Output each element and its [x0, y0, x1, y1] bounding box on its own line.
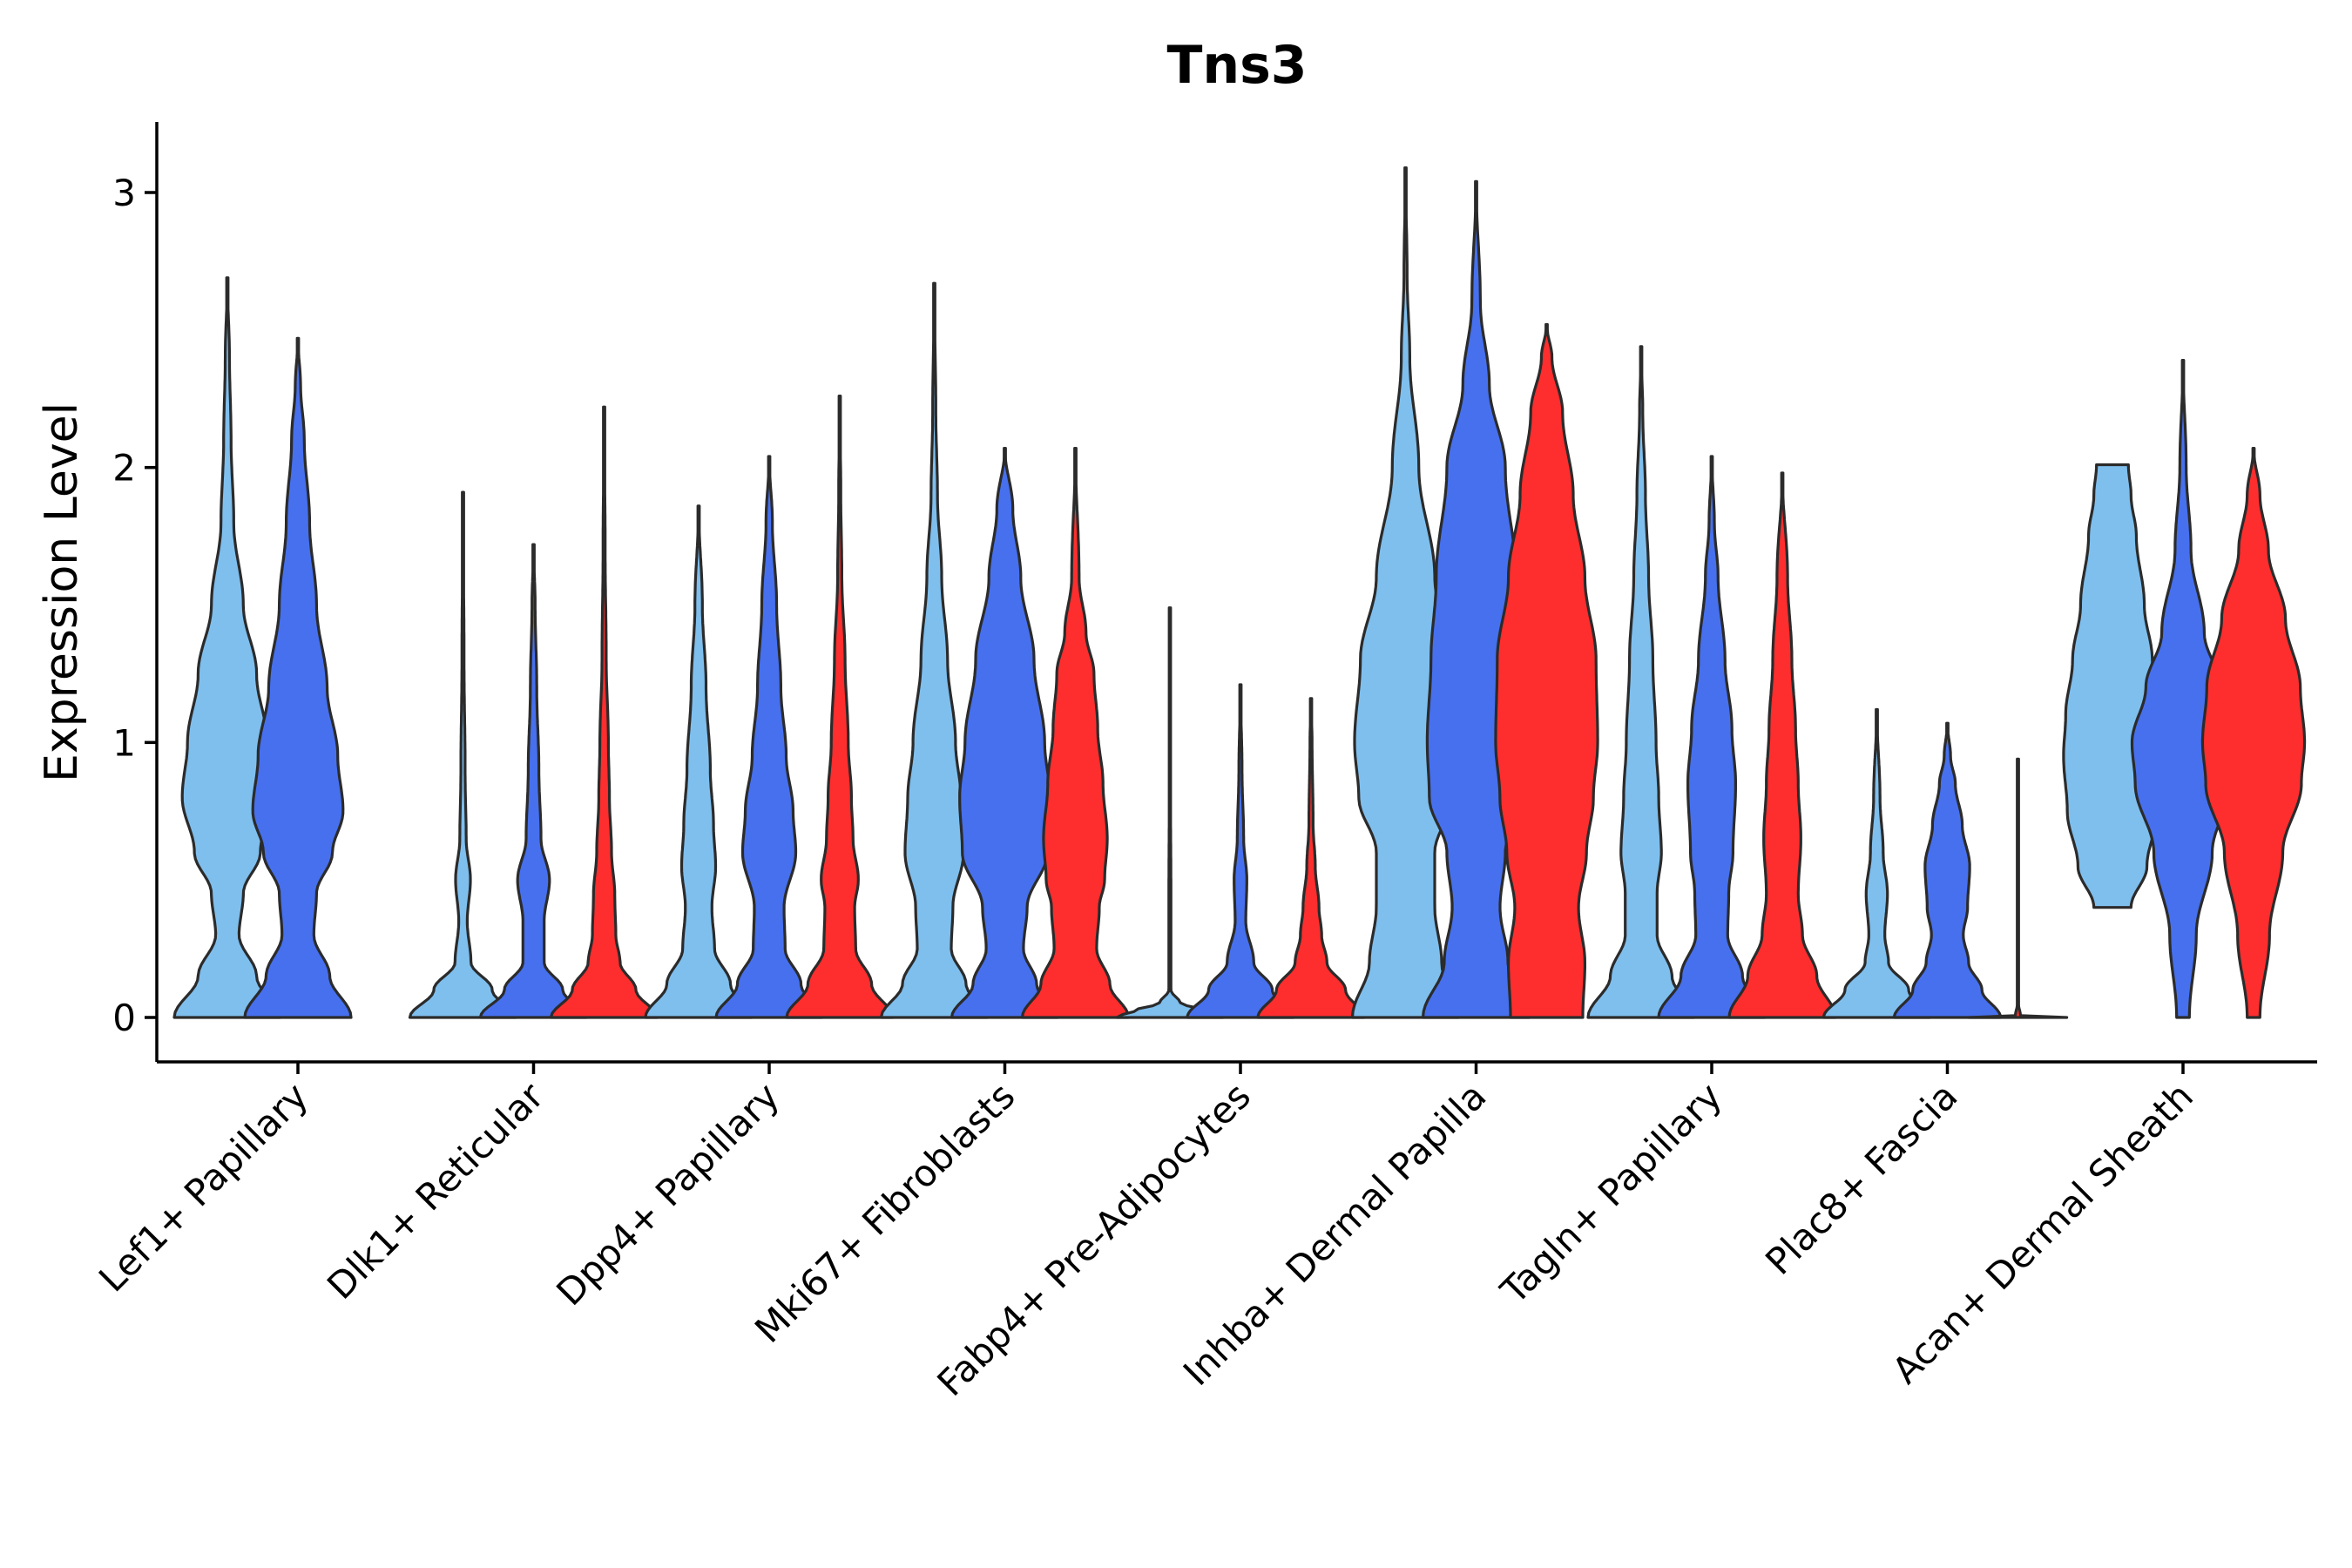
y-tick-label: 0 — [112, 997, 136, 1039]
violin-1-group-2 — [243, 336, 353, 1019]
violin-8-group-1 — [1821, 707, 1932, 1019]
x-tick-label: Tagln+ Papillary — [1492, 1074, 1730, 1312]
violin-6-group-3 — [1494, 322, 1599, 1019]
x-tick-label: Lef1+ Papillary — [91, 1074, 316, 1300]
violin-5-group-3 — [1256, 697, 1366, 1019]
violin-7-group-1 — [1586, 345, 1696, 1019]
violin-7-group-2 — [1657, 455, 1767, 1019]
violin-5-group-2 — [1186, 683, 1295, 1019]
violin-5-group-1 — [1115, 606, 1225, 1019]
violin-1-group-1 — [172, 276, 282, 1019]
violin-2-group-3 — [549, 405, 659, 1019]
violin-2-group-2 — [478, 543, 589, 1019]
violin-2-group-1 — [408, 490, 518, 1019]
violin-3-group-2 — [714, 455, 824, 1019]
violin-4-group-3 — [1020, 447, 1131, 1019]
y-tick-label: 1 — [112, 721, 136, 764]
violin-layer — [172, 166, 2307, 1019]
x-tick-label: Dpp4+ Papillary — [548, 1074, 787, 1314]
y-tick-label: 2 — [112, 447, 136, 490]
y-axis-ticks: 0 1 2 3 — [112, 172, 157, 1039]
y-axis-label: Expression Level — [36, 402, 88, 782]
violin-7-group-3 — [1727, 471, 1837, 1019]
violin-4-group-1 — [879, 281, 990, 1019]
chart-title: Tns3 — [1166, 35, 1307, 96]
x-tick-label: Plac8+ Fascia — [1757, 1074, 1965, 1282]
violin-3-group-1 — [644, 504, 754, 1019]
violin-4-group-2 — [950, 447, 1060, 1019]
violin-3-group-3 — [785, 395, 895, 1019]
violin-8-group-2 — [1892, 721, 2003, 1019]
violin-9-group-3 — [2200, 447, 2307, 1019]
x-tick-label: Mki67+ Fibroblasts — [747, 1074, 1023, 1350]
y-tick-label: 3 — [112, 172, 136, 214]
x-tick-label: Dlk1+ Reticular — [319, 1074, 552, 1308]
violin-8-group-3 — [1967, 757, 2069, 1019]
